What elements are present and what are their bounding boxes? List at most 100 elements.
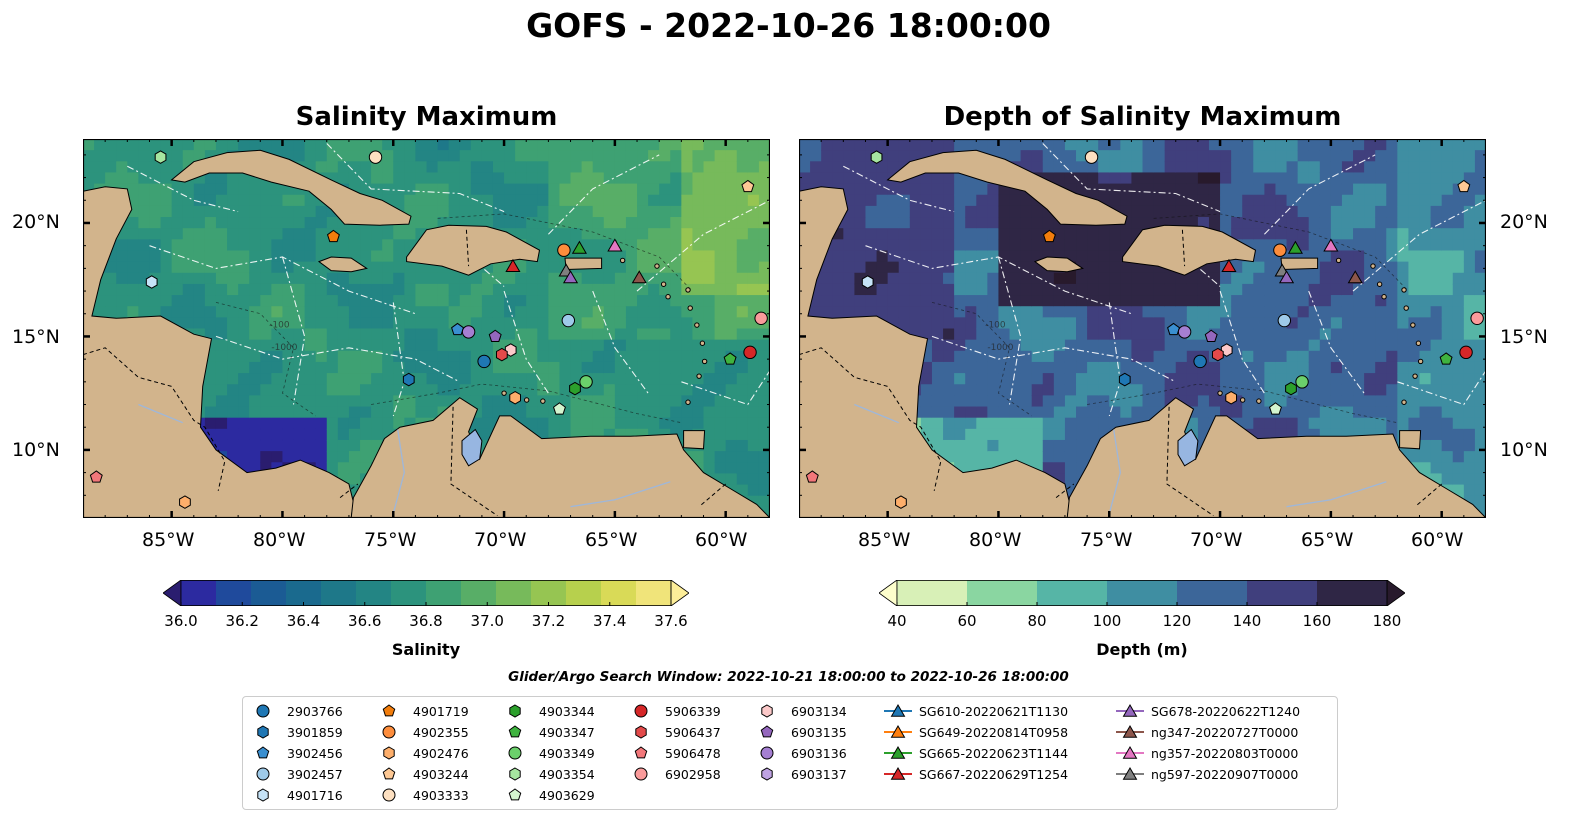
legend-label: 4903354 <box>539 767 595 782</box>
left-panel-title: Salinity Maximum <box>295 102 558 132</box>
legend-label: 4901716 <box>287 788 343 803</box>
colorbar-extend-high <box>1386 580 1405 606</box>
platform-marker <box>870 150 883 164</box>
platform-marker <box>741 179 755 193</box>
lon-tick-label: 70°W <box>474 529 527 551</box>
legend-label: SG678-20220622T1240 <box>1151 704 1301 719</box>
map-frame <box>799 139 1486 518</box>
platform-marker <box>561 313 576 328</box>
platform-marker <box>562 270 579 284</box>
colorbar-bin <box>356 580 392 606</box>
platform-marker <box>1220 343 1233 357</box>
map-frame <box>83 139 770 518</box>
platform-marker <box>509 767 521 781</box>
platform-marker <box>634 746 648 759</box>
rivers <box>138 403 671 514</box>
platform-marker <box>607 238 623 252</box>
hexagon-marker-icon <box>257 788 269 802</box>
colorbar-extend-low <box>879 580 898 606</box>
platform-marker <box>1177 325 1192 339</box>
platform-marker <box>805 470 819 483</box>
legend-label: 3902457 <box>287 767 343 782</box>
platform-marker <box>508 788 522 801</box>
platform-marker <box>552 402 566 415</box>
colorbar-bin <box>461 580 497 606</box>
lake-maracaibo <box>1177 428 1199 467</box>
platform-marker <box>1347 270 1363 284</box>
lon-tick-label: 85°W <box>142 529 195 551</box>
platform-marker <box>1118 372 1131 387</box>
colorbar-bin <box>601 580 637 606</box>
bathymetry-contours <box>931 213 1409 424</box>
platform-marker <box>477 354 491 369</box>
platform-marker <box>451 322 465 336</box>
platform-marker <box>504 343 517 357</box>
platform-marker <box>256 767 270 781</box>
map-ticks <box>799 139 1486 518</box>
land <box>799 149 1486 518</box>
legend-label: 4903344 <box>539 704 595 719</box>
platform-marker <box>890 767 906 780</box>
colorbar-tick-label: 36.0 <box>164 612 198 630</box>
platform-marker <box>154 150 167 164</box>
platform-marker <box>1084 150 1099 164</box>
figure-title: GOFS - 2022-10-26 18:00:00 <box>526 6 1051 45</box>
pentagon-marker-icon <box>508 788 522 801</box>
salinity-colorbar-ticks: 36.0 36.2 36.4 36.6 36.8 37.0 37.2 37.4 37.6 <box>0 612 1577 632</box>
platform-marker <box>1122 725 1138 738</box>
right-panel-title: Depth of Salinity Maximum <box>943 102 1342 132</box>
lake-maracaibo <box>461 428 483 467</box>
lon-tick-label: 80°W <box>253 529 306 551</box>
platform-marker <box>382 788 396 802</box>
hexagon-marker-icon <box>761 767 773 781</box>
bathymetry-contours <box>215 213 693 424</box>
contour-label: -1000 <box>987 343 1013 353</box>
legend-label: 5906339 <box>665 704 721 719</box>
platform-marker <box>1439 352 1453 365</box>
salinity-max-depth-map[interactable]: -100 -1000 <box>799 139 1486 518</box>
platform-marker <box>1122 767 1138 780</box>
platform-marker <box>890 704 906 717</box>
platform-marker <box>256 746 270 759</box>
depth-colorbar-ticks: 40 60 80 100 120 140 160 180 <box>0 612 1577 632</box>
colorbar-tick-label: 37.6 <box>654 612 688 630</box>
salinity-max-map[interactable]: -100 -1000 <box>83 139 770 518</box>
platform-legend: 2903766 3901859 3902456 3902457 4901716 49017… <box>242 696 1338 810</box>
colorbar-bin <box>181 580 217 606</box>
pentagon-marker-icon <box>382 767 396 780</box>
platform-marker <box>508 725 522 738</box>
platform-marker <box>1277 313 1292 328</box>
platform-marker <box>571 240 587 254</box>
colorbar-bin <box>1107 580 1178 606</box>
colorbar-tick-label: 40 <box>887 612 907 630</box>
contour-label: -1000 <box>271 343 297 353</box>
platform-marker <box>495 347 508 362</box>
legend-label: 4903349 <box>539 746 595 761</box>
colorbar-extend-low <box>163 580 182 606</box>
hexagon-marker-icon <box>761 704 773 718</box>
contour-label: -100 <box>985 320 1006 330</box>
colorbar-bin <box>321 580 357 606</box>
hexagon-marker-icon <box>383 746 395 760</box>
colorbar-bin <box>967 580 1038 606</box>
platform-marker <box>1459 345 1473 360</box>
platform-marker <box>1273 243 1287 257</box>
platform-marker <box>890 746 906 759</box>
circle-marker-icon <box>634 767 648 781</box>
legend-label: 4903244 <box>413 767 469 782</box>
pentagon-marker-icon <box>634 746 648 759</box>
platform-marker <box>1221 258 1237 272</box>
legend-label: 3902456 <box>287 746 343 761</box>
platform-marker <box>579 375 593 389</box>
colorbar-bin <box>531 580 567 606</box>
legend-label: SG649-20220814T0958 <box>919 725 1069 740</box>
platform-marker <box>761 767 773 781</box>
depth-colorbar <box>879 580 1405 606</box>
lon-tick-label: 75°W <box>364 529 417 551</box>
platform-marker <box>179 495 191 509</box>
platform-marker <box>723 352 737 365</box>
legend-label: 4903347 <box>539 725 595 740</box>
legend-label: 5906478 <box>665 746 721 761</box>
circle-marker-icon <box>382 788 396 802</box>
platform-marker <box>257 725 269 739</box>
